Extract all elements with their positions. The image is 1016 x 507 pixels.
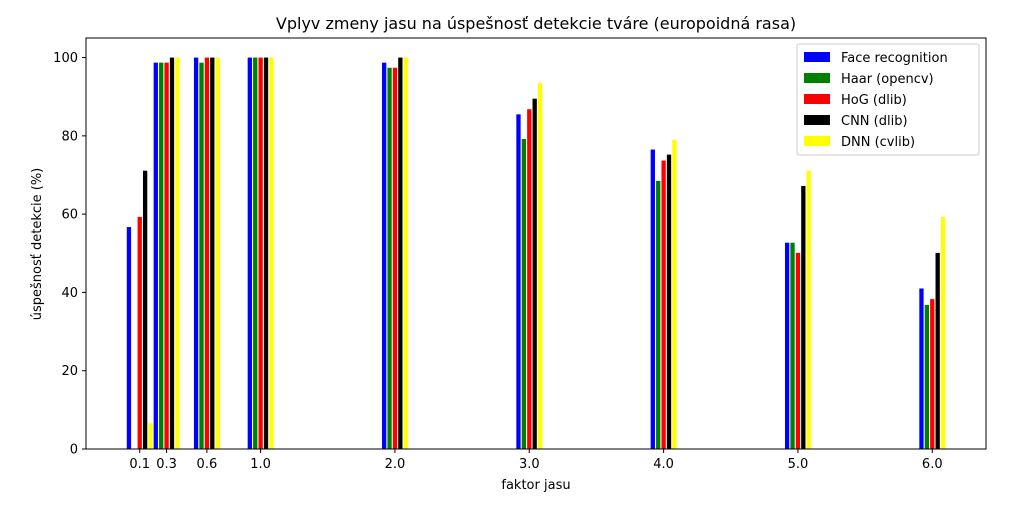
bar-face-recognition-3.0 (516, 114, 521, 449)
bar-dnn-cvlib-0.3 (175, 57, 180, 449)
bar-hog-dlib-4.0 (661, 160, 666, 449)
x-tick-label: 0.6 (197, 457, 218, 472)
x-tick-label: 4.0 (653, 457, 674, 472)
bars-layer (126, 57, 946, 450)
y-tick-label: 80 (61, 129, 78, 144)
legend-swatch (804, 52, 830, 62)
bar-hog-dlib-3.0 (527, 109, 532, 450)
bar-haar-opencv-0.6 (199, 62, 204, 449)
bar-hog-dlib-1.0 (258, 57, 263, 449)
x-tick-label: 5.0 (788, 457, 809, 472)
x-tick-label: 0.3 (156, 457, 177, 472)
legend-swatch (804, 94, 830, 104)
bar-cnn-dlib-3.0 (532, 98, 537, 450)
bar-cnn-dlib-5.0 (801, 185, 806, 449)
legend-label: Face recognition (841, 51, 948, 66)
bar-haar-opencv-1.0 (253, 57, 258, 449)
bar-hog-dlib-0.3 (164, 62, 169, 449)
y-axis-label: úspešnosť detekcie (%) (30, 168, 45, 321)
y-tick-label: 20 (61, 364, 78, 379)
bar-face-recognition-0.6 (193, 57, 199, 449)
bar-face-recognition-4.0 (650, 149, 655, 450)
bar-haar-opencv-6.0 (924, 304, 930, 449)
plot-frame (85, 37, 987, 450)
bar-dnn-cvlib-4.0 (672, 139, 677, 449)
bar-cnn-dlib-6.0 (935, 252, 940, 449)
legend-label: HoG (dlib) (841, 93, 907, 108)
y-axis: 0 20 40 60 80 100 (53, 51, 86, 458)
bar-hog-dlib-0.6 (204, 57, 210, 449)
y-tick-label: 100 (53, 51, 78, 66)
bar-hog-dlib-2.0 (392, 67, 398, 450)
bar-face-recognition-2.0 (382, 62, 387, 449)
bar-hog-dlib-0.1 (137, 216, 142, 449)
bar-haar-opencv-2.0 (387, 67, 392, 450)
legend-label: Haar (opencv) (841, 72, 934, 87)
bar-haar-opencv-3.0 (521, 138, 527, 449)
y-tick-label: 40 (61, 286, 78, 301)
legend-label: DNN (cvlib) (841, 135, 915, 150)
bar-hog-dlib-6.0 (930, 299, 935, 449)
legend: Face recognition Haar (opencv) HoG (dlib) C… (796, 43, 980, 156)
x-tick-label: 6.0 (922, 457, 943, 472)
bar-cnn-dlib-0.1 (142, 170, 148, 450)
legend-label: CNN (dlib) (841, 114, 908, 129)
x-axis-label: faktor jasu (501, 478, 570, 493)
x-tick-label: 3.0 (519, 457, 540, 472)
legend-box (796, 43, 980, 156)
legend-swatch (804, 136, 830, 146)
bar-dnn-cvlib-0.6 (215, 57, 220, 449)
bar-dnn-cvlib-1.0 (269, 57, 274, 449)
bar-haar-opencv-5.0 (790, 242, 795, 449)
legend-swatch (804, 73, 830, 83)
bar-face-recognition-0.3 (153, 62, 158, 449)
bar-cnn-dlib-0.6 (210, 57, 215, 449)
bar-face-recognition-5.0 (784, 242, 790, 449)
bar-dnn-cvlib-3.0 (537, 83, 543, 449)
chart-title: Vplyv zmeny jasu na úspešnosť detekcie t… (276, 14, 796, 33)
bar-dnn-cvlib-5.0 (806, 170, 811, 450)
y-tick-label: 60 (61, 208, 78, 223)
bar-dnn-cvlib-6.0 (940, 216, 946, 449)
bar-face-recognition-1.0 (247, 57, 252, 449)
x-tick-label: 2.0 (385, 457, 406, 472)
bar-dnn-cvlib-0.1 (148, 423, 153, 449)
bar-face-recognition-6.0 (919, 288, 924, 449)
x-tick-label: 0.1 (129, 457, 150, 472)
bar-cnn-dlib-0.3 (169, 57, 175, 449)
bar-cnn-dlib-2.0 (398, 57, 403, 449)
legend-swatch (804, 115, 830, 125)
bar-cnn-dlib-4.0 (666, 154, 672, 449)
bar-haar-opencv-4.0 (656, 180, 661, 449)
bar-hog-dlib-5.0 (795, 252, 801, 449)
x-axis: 0.1 0.3 0.6 1.0 2.0 3.0 4.0 5.0 6.0 (129, 449, 943, 472)
bar-face-recognition-0.1 (126, 227, 132, 449)
bar-cnn-dlib-1.0 (263, 57, 269, 449)
bar-dnn-cvlib-2.0 (403, 57, 408, 449)
x-tick-label: 1.0 (250, 457, 271, 472)
y-tick-label: 0 (70, 443, 78, 458)
bar-haar-opencv-0.3 (159, 62, 164, 449)
